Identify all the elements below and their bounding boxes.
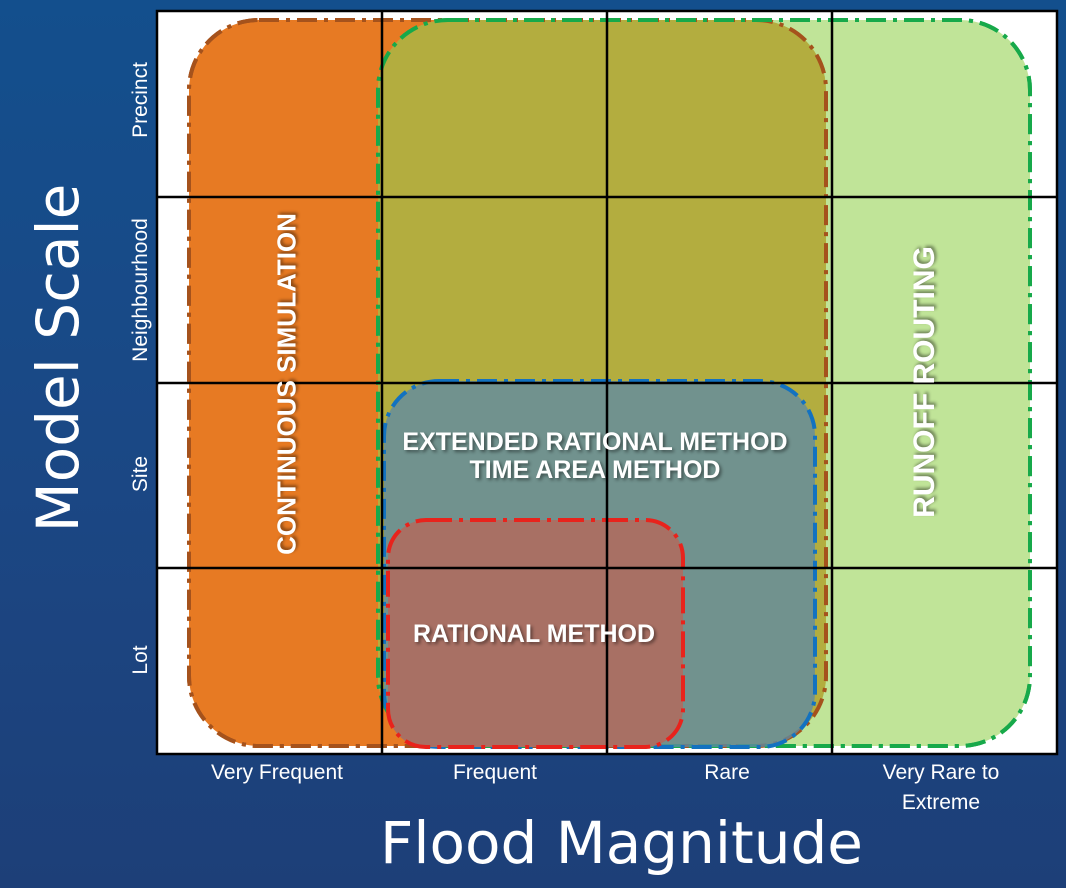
- row-label-neighbourhood: Neighbourhood: [129, 218, 152, 362]
- label-continuous-simulation: CONTINUOUS SIMULATION: [271, 213, 302, 555]
- label-rational-method: RATIONAL METHOD: [412, 620, 656, 648]
- col-label-very-rare-to-extreme: Very Rare to Extreme: [882, 761, 1000, 814]
- label-extended-rational-line1: EXTENDED RATIONAL METHOD: [402, 428, 788, 456]
- row-label-lot: Lot: [129, 645, 152, 675]
- grid: [155, 9, 1059, 756]
- y-axis-title: Model Scale: [24, 183, 92, 533]
- region-rational-method: [386, 518, 685, 749]
- x-axis-title: Flood Magnitude: [380, 809, 863, 877]
- label-time-area-method: TIME AREA METHOD: [469, 456, 721, 484]
- label-runoff-routing: RUNOFF ROUTING: [908, 246, 941, 518]
- row-label-precinct: Precinct: [129, 62, 152, 138]
- col-label-frequent: Frequent: [452, 761, 538, 784]
- label-extended-rational: EXTENDED RATIONAL METHOD TIME AREA METHO…: [365, 428, 825, 484]
- col-label-rare: Rare: [704, 761, 750, 784]
- row-label-site: Site: [129, 455, 152, 493]
- col-label-very-frequent: Very Frequent: [211, 761, 343, 784]
